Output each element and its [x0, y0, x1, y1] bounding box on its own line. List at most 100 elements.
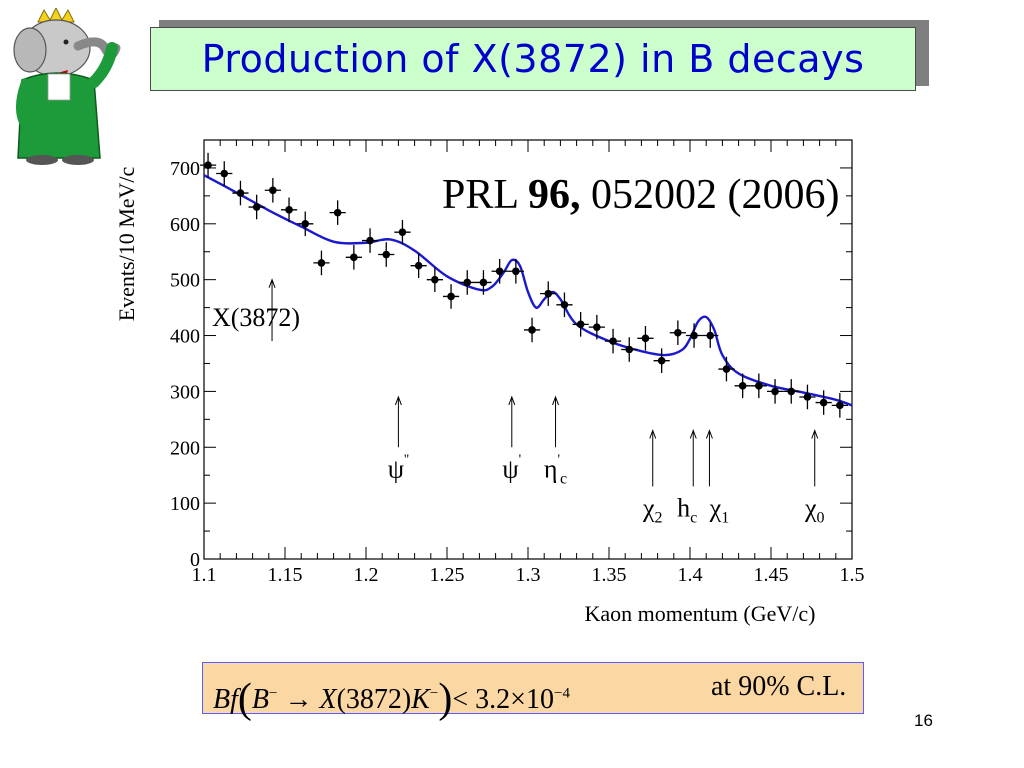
data-point [248, 194, 265, 220]
point-marker [690, 331, 698, 340]
y-tick-label: 100 [170, 493, 200, 515]
point-marker [301, 220, 310, 228]
data-point [685, 323, 703, 348]
resonance-annotation: hc [677, 429, 697, 526]
point-marker [544, 289, 553, 298]
data-point [280, 197, 298, 223]
point-marker [722, 365, 731, 373]
annotation-arrowhead [649, 429, 657, 439]
data-point [459, 270, 476, 295]
data-point [637, 326, 654, 351]
data-point [313, 250, 330, 276]
point-marker [463, 278, 472, 287]
data-point [718, 356, 735, 382]
data-point [361, 228, 379, 253]
y-tick-labels: 0 100 200 300 400 500 600 700 [170, 158, 200, 571]
resonance-annotation: χ0 [804, 429, 825, 526]
point-marker [771, 387, 779, 396]
point-marker [755, 382, 763, 390]
point-marker [706, 331, 715, 340]
data-point [750, 373, 767, 399]
annotation-arrowhead [689, 429, 697, 439]
data-point [199, 152, 217, 178]
point-marker [593, 323, 601, 331]
annotation-label: η'c [544, 452, 567, 487]
data-point [572, 312, 589, 337]
point-marker [657, 356, 666, 365]
data-point [815, 390, 832, 415]
data-point [621, 337, 638, 362]
point-marker [285, 206, 293, 214]
point-marker [236, 189, 245, 197]
branching-fraction-formula: Bf(B− → X(3872)K−)< 3.2×10−4 at 90% C.L. [213, 671, 847, 722]
data-point [297, 211, 314, 237]
data-point [345, 245, 362, 270]
data-point [653, 348, 670, 373]
x-tick-label: 1.1 [192, 564, 217, 586]
annotation-arrowhead [552, 395, 560, 406]
data-point [378, 242, 395, 267]
data-point [329, 200, 346, 225]
annotations-layer: X(3872) ψ'' ψ' η'c χ2 hc χ1 χ0 [212, 278, 825, 526]
point-marker [431, 275, 439, 284]
x-tick-label: 1.35 [592, 564, 627, 586]
resonance-annotation: X(3872) [212, 278, 300, 342]
data-point [232, 180, 249, 206]
resonance-annotation: ψ'' [388, 395, 409, 483]
data-point [783, 379, 800, 404]
resonance-annotation: ψ' [502, 395, 521, 483]
y-tick-label: 200 [170, 437, 200, 459]
slide-title: Production of X(3872) in B decays [201, 37, 865, 81]
data-point [588, 314, 605, 340]
formula-box: Bf(B− → X(3872)K−)< 3.2×10−4 at 90% C.L. [202, 662, 864, 722]
x-tick-label: 1.2 [354, 564, 379, 586]
data-point [491, 258, 508, 284]
annotation-arrowhead [705, 429, 713, 439]
y-tick-label: 400 [170, 326, 200, 348]
x-tick-label: 1.5 [840, 564, 865, 586]
data-point [604, 328, 622, 354]
point-marker [803, 393, 812, 401]
elephant-mascot-icon [13, 8, 121, 165]
x-tick-labels: 1.1 1.15 1.2 1.25 1.3 1.35 1.4 1.45 1.5 [192, 564, 865, 586]
data-point [264, 177, 281, 203]
point-marker [414, 261, 423, 270]
x-tick-label: 1.15 [268, 564, 303, 586]
annotation-label: X(3872) [212, 303, 300, 332]
confidence-level: at 90% C.L. [711, 671, 847, 702]
tick-marks [203, 140, 853, 560]
point-marker [528, 326, 536, 334]
data-point [442, 284, 460, 309]
point-marker [366, 236, 374, 245]
y-tick-label: 0 [190, 549, 200, 571]
data-point [734, 373, 751, 399]
point-marker [738, 382, 747, 390]
x-axis-label: Kaon momentum (GeV/c) [585, 601, 816, 626]
data-point [766, 379, 784, 404]
point-marker [625, 345, 634, 354]
y-tick-label: 600 [170, 214, 200, 236]
point-marker [204, 161, 212, 169]
annotation-label: ψ' [502, 452, 521, 483]
annotation-arrowhead [268, 278, 276, 288]
point-marker [560, 301, 569, 309]
point-marker [479, 278, 488, 287]
resonance-annotation: χ1 [705, 429, 730, 526]
point-marker [674, 328, 682, 337]
data-point [831, 393, 848, 418]
data-point [394, 219, 411, 245]
x-tick-label: 1.3 [516, 564, 541, 586]
data-point [556, 292, 573, 318]
annotation-label: χ1 [709, 493, 730, 526]
data-point [475, 270, 492, 295]
annotation-arrowhead [394, 395, 402, 406]
point-marker [641, 334, 650, 343]
data-point [799, 384, 816, 410]
point-marker [317, 259, 326, 267]
y-tick-label: 500 [170, 270, 200, 292]
data-point [523, 317, 541, 343]
y-tick-label: 700 [170, 158, 200, 180]
point-marker [576, 320, 585, 329]
annotation-arrowhead [811, 429, 819, 439]
point-marker [787, 387, 796, 396]
